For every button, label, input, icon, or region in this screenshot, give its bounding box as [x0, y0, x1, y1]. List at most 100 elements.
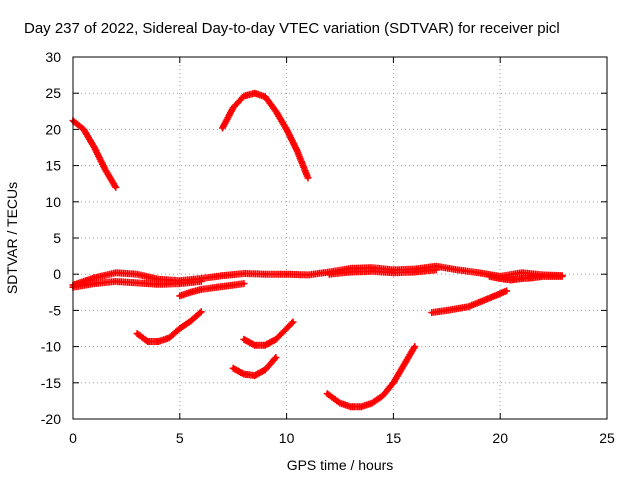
y-tick-label: -10 [41, 339, 61, 355]
data-point [434, 268, 438, 272]
series-arc-9 [229, 354, 280, 380]
series-markers [323, 343, 419, 411]
data-point [242, 282, 246, 286]
data-point [430, 311, 434, 315]
data-point [291, 320, 295, 324]
y-tick-label: -5 [49, 302, 62, 318]
series-arc-12 [486, 272, 566, 284]
data-point [114, 279, 118, 283]
data-point [231, 106, 235, 110]
data-point [146, 340, 150, 343]
series-arc-11 [428, 287, 511, 317]
data-point [381, 394, 385, 398]
data-point [488, 274, 491, 278]
data-point [541, 274, 545, 278]
data-point [349, 405, 353, 409]
x-tick-label: 10 [279, 430, 295, 446]
x-axis-label: GPS time / hours [287, 457, 394, 473]
data-point [327, 272, 331, 276]
data-point [114, 185, 118, 189]
data-point [92, 276, 96, 280]
data-point [466, 305, 470, 309]
data-point [242, 372, 246, 376]
data-point [263, 343, 267, 347]
data-point [156, 340, 160, 343]
data-point [520, 271, 524, 275]
data-point [135, 332, 139, 336]
data-point [445, 308, 449, 312]
data-point [370, 269, 374, 273]
data-point [488, 296, 491, 300]
data-point [263, 95, 267, 99]
data-point [114, 271, 118, 275]
data-point [92, 282, 96, 286]
data-point [505, 289, 509, 293]
x-tick-label: 5 [176, 430, 184, 446]
x-tick-label: 20 [492, 430, 508, 446]
series-arc-10 [323, 343, 419, 411]
data-point [306, 273, 310, 277]
y-tick-label: -15 [41, 375, 61, 391]
data-point [135, 281, 139, 285]
data-point [92, 146, 96, 149]
series-markers [69, 117, 120, 191]
data-point [402, 363, 406, 367]
data-point [199, 279, 203, 283]
data-point [189, 290, 192, 294]
data-point [167, 336, 171, 340]
data-point [413, 345, 417, 349]
data-point [509, 278, 513, 282]
y-tick-label: 5 [53, 230, 61, 246]
data-point [325, 392, 329, 396]
data-point [242, 337, 246, 341]
data-point [413, 270, 417, 274]
data-point [156, 277, 160, 281]
data-point [560, 274, 564, 278]
data-point [221, 126, 224, 130]
y-tick-label: 30 [45, 49, 61, 65]
data-point [285, 272, 289, 276]
data-point [135, 272, 139, 276]
data-point [359, 405, 363, 409]
data-point [231, 366, 235, 370]
data-point [520, 277, 524, 280]
data-point [178, 327, 182, 330]
grid-lines [73, 57, 607, 419]
data-point [199, 287, 203, 291]
data-point [263, 272, 267, 276]
data-point [189, 319, 192, 323]
y-tick-label: 10 [45, 194, 61, 210]
data-point [274, 356, 278, 359]
series-arc-2 [219, 89, 312, 182]
chart-title: Day 237 of 2022, Sidereal Day-to-day VTE… [24, 20, 560, 37]
data-point [242, 94, 246, 98]
data-point [370, 401, 374, 405]
axis-ticks: 0 5 10 15 20 25 -20 -15 -10 -5 0 5 10 15 20 25 30 [41, 49, 615, 446]
data-point [242, 272, 246, 275]
series-arc-1 [69, 117, 120, 191]
data-point [274, 337, 278, 341]
data-point [253, 343, 257, 347]
x-tick-label: 0 [69, 430, 77, 446]
data-point [477, 271, 481, 275]
data-point [391, 271, 395, 275]
data-point [274, 109, 278, 113]
y-tick-label: 0 [53, 266, 61, 282]
data-point [349, 270, 353, 274]
data-point [103, 167, 107, 171]
data-point [456, 268, 459, 272]
data-point [156, 282, 160, 286]
data-point [285, 127, 289, 131]
data-series-group [69, 89, 566, 411]
y-tick-label: 20 [45, 121, 61, 137]
data-point [295, 149, 299, 153]
data-point [178, 294, 182, 298]
data-point [253, 374, 257, 378]
data-point [338, 401, 342, 405]
data-point [178, 282, 182, 286]
data-point [263, 368, 267, 372]
data-point [221, 285, 224, 288]
y-tick-label: 25 [45, 85, 61, 101]
y-tick-label: -20 [41, 411, 61, 427]
